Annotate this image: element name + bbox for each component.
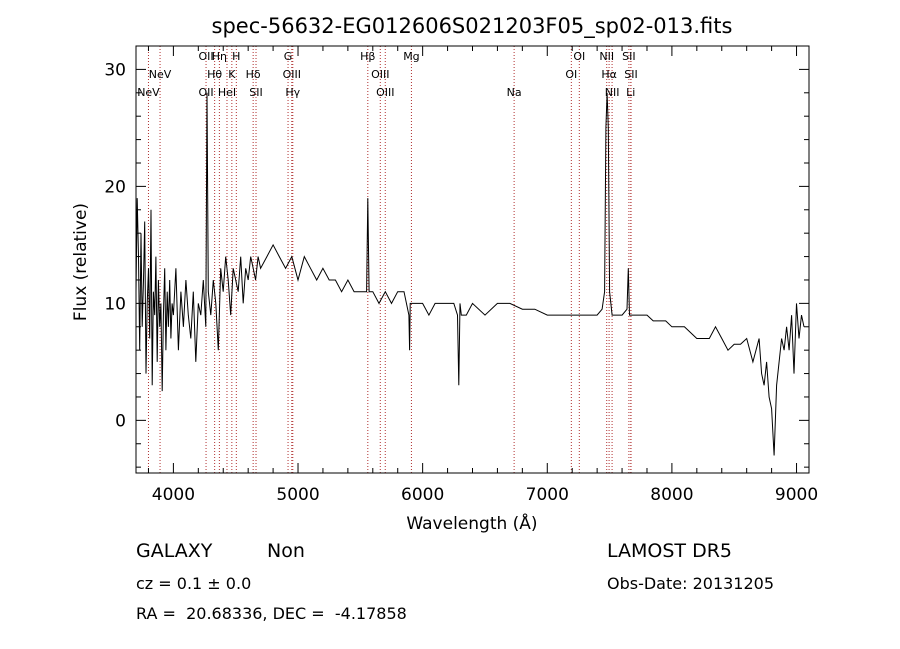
line-label-4: Hθ [207,68,222,81]
x-axis-label: Wavelength (Å) [406,512,537,534]
line-label-25: SII [624,68,637,81]
line-label-1: NeV [149,68,172,81]
line-label-19: OI [565,68,577,81]
x-tick-label-6000: 6000 [401,485,444,505]
line-label-16: OIII [376,86,394,99]
x-tick-label-5000: 5000 [276,485,319,505]
line-label-21: NII [599,50,614,63]
ra-dec-coordinates: RA = 20.68336, DEC = -4.17858 [136,604,407,623]
line-label-9: Hδ [246,68,261,81]
line-label-13: Hγ [285,86,300,99]
line-label-17: Mg [403,50,419,63]
line-label-18: Na [507,86,522,99]
line-label-24: SII [622,50,635,63]
line-label-7: K [228,68,236,81]
x-axis-ticks: 4000 5000 6000 7000 8000 9000 [147,46,818,505]
survey-name: LAMOST DR5 [607,540,732,562]
object-class: GALAXY [136,540,213,562]
object-subclass: Non [267,540,305,562]
x-tick-label-9000: 9000 [775,485,818,505]
chart-title: spec-56632-EG012606S021203F05_sp02-013.f… [212,14,733,39]
y-tick-label-30: 30 [104,60,126,80]
x-tick-label-4000: 4000 [152,485,195,505]
line-label-3: OII [198,86,213,99]
plot-frame [135,45,810,474]
line-label-8: H [232,50,240,63]
x-tick-label-7000: 7000 [526,485,569,505]
y-tick-label-0: 0 [115,411,126,431]
y-tick-label-10: 10 [104,294,126,314]
line-label-15: OIII [371,68,389,81]
y-axis-ticks: 0 10 20 30 [104,45,809,468]
observation-date: Obs-Date: 20131205 [607,574,775,593]
y-axis-label: Flux (relative) [71,203,91,321]
line-label-20: OI [573,50,585,63]
emission-line-markers [147,46,632,473]
line-label-11: G [284,50,293,63]
x-tick-label-8000: 8000 [650,485,693,505]
y-tick-label-20: 20 [104,177,126,197]
redshift-cz: cz = 0.1 ± 0.0 [136,574,252,593]
line-label-5: Hη [212,50,227,63]
emission-line-labels: NeV NeV OII OII Hθ Hη HeI KH Hδ SII G OIII Hγ Hβ OIII O… [137,50,638,99]
line-label-6: HeI [218,86,236,99]
spectrum-series-line [135,92,805,456]
line-label-14: Hβ [360,50,375,63]
line-label-2: OII [198,50,213,63]
line-label-23: NII [605,86,620,99]
line-label-22: Hα [601,68,617,81]
line-label-26: Li [626,86,635,99]
line-label-0: NeV [137,86,160,99]
line-label-12: OIII [283,68,301,81]
line-label-10: SII [249,86,262,99]
